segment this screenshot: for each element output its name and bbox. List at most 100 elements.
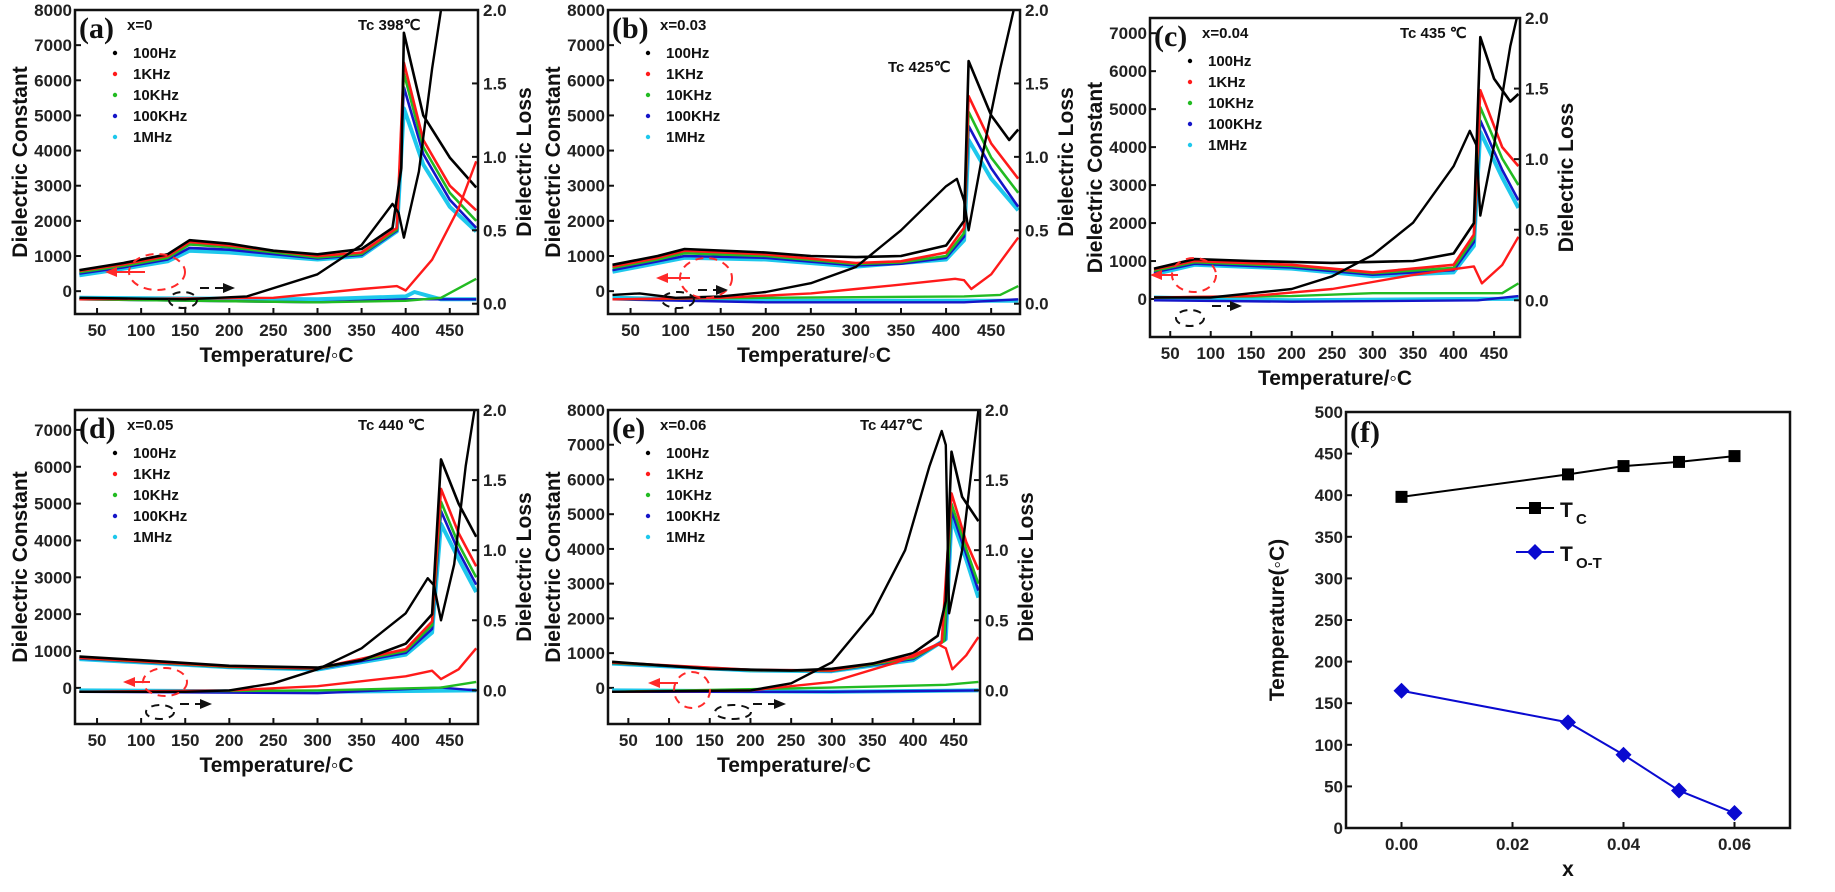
x-tick-label: 150: [1237, 344, 1265, 363]
y2-tick-label: 2.0: [985, 401, 1009, 420]
dielectric-loss-curve-100Hz: [612, 10, 1015, 299]
dielectric-constant-curve-1KHz: [612, 94, 1020, 268]
tc-label: Tc 440 ℃: [358, 417, 425, 434]
legend-marker-dot-icon: [1187, 142, 1193, 148]
y2-tick-label: 0.5: [483, 221, 507, 240]
right-arrow-head-icon: [200, 699, 212, 709]
plot-frame: [73, 8, 480, 316]
x-tick-label: 250: [259, 731, 287, 750]
legend-item-1MHz: 1MHz: [1208, 137, 1247, 154]
legend-marker-dot-icon: [112, 134, 118, 140]
x-tick-label: 0.02: [1496, 835, 1529, 854]
y2-tick-label: 0.5: [985, 611, 1009, 630]
dielectric-loss-curve-10KHz: [79, 277, 477, 304]
x-tick-label: 100: [127, 321, 155, 340]
legend-marker-dot-icon: [112, 450, 118, 456]
y-tick-label: 8000: [567, 401, 605, 420]
chart-panel-d: 0 1000 2000 3000 4000 5000 6000 7000 50 100 150 200…: [9, 401, 536, 777]
y2-tick-label: 1.5: [1025, 74, 1049, 93]
legend-marker-dot-icon: [645, 113, 651, 119]
y-tick-label: 6000: [34, 458, 72, 477]
data-point-diamond: [1671, 782, 1687, 799]
y2-axis-label: Dielectric Loss: [1055, 87, 1078, 236]
dielectric-loss-curve-100Hz: [79, 10, 443, 301]
chart-panel-c: 0 1000 2000 3000 4000 5000 6000 7000 50 100 150 200…: [1084, 9, 1578, 390]
x-tick-label: 450: [436, 731, 464, 750]
y-axis-label: Temperature(◦C): [1266, 539, 1289, 701]
composition-label: x=0.04: [1202, 25, 1249, 42]
y2-tick-label: 1.5: [483, 471, 507, 490]
y-tick-label: 250: [1315, 611, 1343, 630]
left-arrow-head-icon: [123, 677, 135, 687]
y2-tick-label: 1.0: [985, 541, 1009, 560]
dielectric-loss-curve-10KHz: [1153, 282, 1520, 299]
legend-item-1MHz: 1MHz: [133, 529, 172, 546]
legend-marker-dot-icon: [112, 534, 118, 540]
y-tick-label: 450: [1315, 445, 1343, 464]
x-tick-label: 100: [661, 321, 689, 340]
legend-marker-dot-icon: [1187, 79, 1193, 85]
y-tick-label: 3000: [34, 568, 72, 587]
y-tick-label: 0: [596, 282, 605, 301]
legend-marker-dot-icon: [1187, 121, 1193, 127]
panel-letter: (e): [612, 412, 645, 445]
x-tick-label: 200: [736, 731, 764, 750]
legend-marker-dot-icon: [112, 92, 118, 98]
y2-tick-label: 0.0: [985, 681, 1009, 700]
x-tick-label: 400: [932, 321, 960, 340]
x-tick-label: 350: [858, 731, 886, 750]
y-tick-label: 3000: [34, 177, 72, 196]
y2-tick-label: 2.0: [483, 1, 507, 20]
y-tick-label: 5000: [34, 495, 72, 514]
y2-tick-label: 1.5: [1525, 80, 1549, 99]
y-tick-label: 5000: [34, 106, 72, 125]
x-axis-label: Temperature/◦C: [199, 344, 353, 367]
chart-panel-e: 0 1000 2000 3000 4000 5000 6000 7000 8000 50 100 15…: [542, 401, 1038, 777]
x-axis-label: Temperature/◦C: [717, 754, 871, 777]
plot-frame: [1148, 16, 1522, 339]
x-tick-label: 50: [88, 731, 107, 750]
legend-item-10KHz: 10KHz: [666, 87, 712, 104]
y-axis-label: Dielectric Constant: [542, 66, 565, 257]
x-tick-label: 150: [696, 731, 724, 750]
legend-item-1MHz: 1MHz: [666, 129, 705, 146]
data-point-diamond: [1560, 714, 1576, 731]
y-tick-label: 8000: [34, 1, 72, 20]
legend-marker-dot-icon: [645, 450, 651, 456]
y2-tick-label: 0.5: [483, 611, 507, 630]
legend-item-1KHz: 1KHz: [133, 66, 171, 83]
legend-marker-dot-icon: [645, 71, 651, 77]
tc-label: Tc 435 ℃: [1400, 25, 1467, 42]
y-tick-label: 4000: [567, 142, 605, 161]
legend-item-10KHz: 10KHz: [666, 487, 712, 504]
plot-area: [79, 10, 478, 304]
dielectric-loss-curve-1KHz: [79, 160, 478, 301]
legend-marker-dot-icon: [1187, 100, 1193, 106]
x-axis-label: Temperature/◦C: [1258, 367, 1412, 390]
y-tick-label: 5000: [567, 106, 605, 125]
x-tick-label: 150: [171, 321, 199, 340]
y-tick-label: 1000: [1109, 252, 1147, 271]
legend-label-tc: T: [1560, 499, 1573, 522]
dielectric-constant-curve-100Hz: [612, 450, 980, 672]
plot-frame: [73, 408, 480, 726]
x-tick-label: 300: [818, 731, 846, 750]
red-dashed-ellipse: [673, 671, 711, 709]
y-tick-label: 4000: [567, 540, 605, 559]
y-tick-label: 300: [1315, 569, 1343, 588]
x-tick-label: 0.04: [1607, 835, 1641, 854]
plot-frame: [606, 408, 982, 726]
tc-label: Tc 425℃: [888, 59, 951, 76]
x-tick-label: 300: [303, 731, 331, 750]
y-tick-label: 500: [1315, 403, 1343, 422]
y-tick-label: 1000: [567, 247, 605, 266]
left-arrow-head-icon: [1150, 270, 1162, 280]
y-tick-label: 4000: [34, 142, 72, 161]
x-tick-label: 400: [899, 731, 927, 750]
y-axis-label: Dielectric Constant: [1084, 82, 1107, 273]
chart-panel-a: 0 1000 2000 3000 4000 5000 6000 7000 8000 50 100 15…: [9, 1, 536, 367]
y2-tick-label: 0.0: [483, 681, 507, 700]
y2-tick-label: 2.0: [1525, 9, 1549, 28]
composition-label: x=0.03: [660, 17, 706, 34]
